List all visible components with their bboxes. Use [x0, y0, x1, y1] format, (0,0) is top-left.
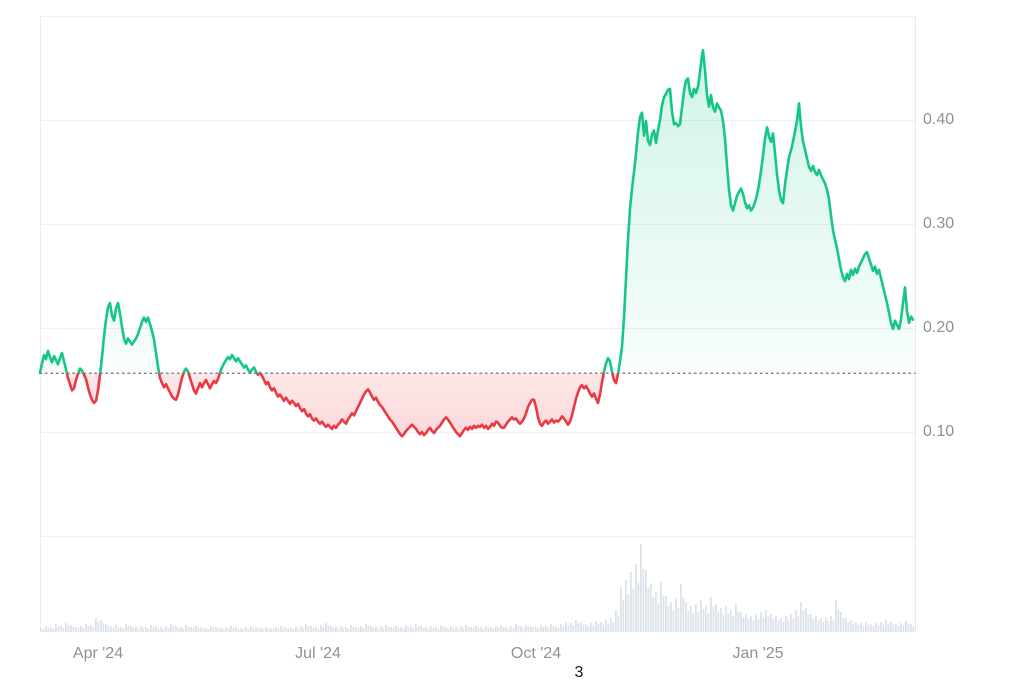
x-tick-label: Apr '24 — [72, 645, 124, 662]
area-fill-above-baseline — [40, 50, 913, 374]
y-tick-label: 0.40 — [923, 111, 955, 128]
area-fill-below-baseline — [40, 373, 913, 437]
y-tick-label: 0.30 — [923, 215, 955, 232]
y-tick-label: 0.10 — [923, 423, 955, 440]
x-tick-label: Jan '25 — [732, 645, 784, 662]
page-number: 3 — [574, 664, 584, 681]
price-line-down-segments — [38, 373, 620, 438]
y-tick-label: 0.20 — [923, 319, 955, 336]
volume-bars — [40, 544, 915, 632]
x-tick-label: Oct '24 — [510, 645, 562, 662]
price-line-up-segments — [38, 49, 915, 374]
x-tick-label: Jul '24 — [295, 645, 341, 662]
